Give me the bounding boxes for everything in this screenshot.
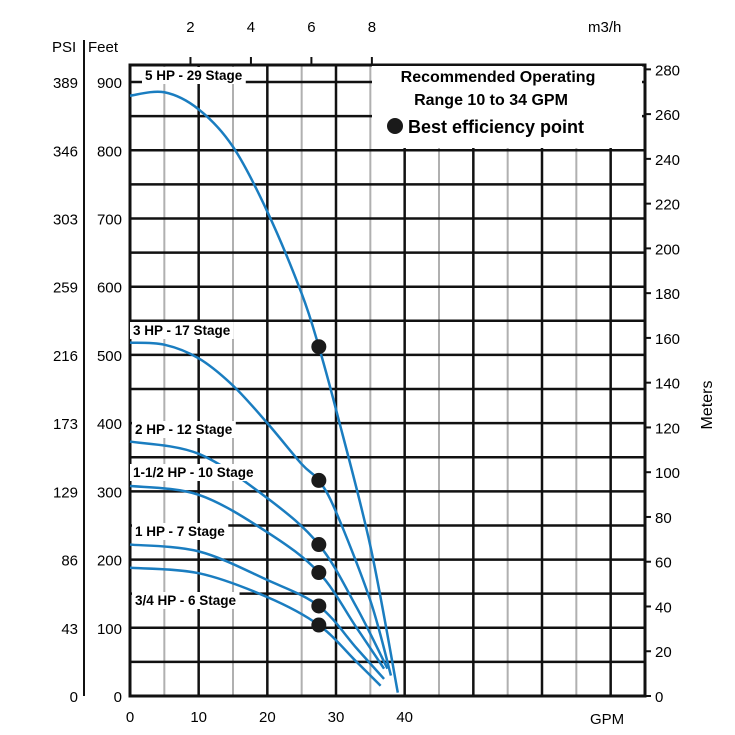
best-efficiency-point bbox=[311, 617, 327, 633]
feet-tick-label: 100 bbox=[97, 621, 122, 638]
best-efficiency-point bbox=[311, 598, 327, 614]
meter-tick-label: 40 bbox=[655, 599, 672, 616]
meter-tick-label: 180 bbox=[655, 286, 680, 303]
feet-tick-label: 800 bbox=[97, 143, 122, 160]
curve-label: 5 HP - 29 Stage bbox=[145, 68, 243, 83]
psi-axis-label: PSI bbox=[52, 39, 76, 56]
x-axis-label: GPM bbox=[590, 711, 624, 728]
curve-label: 1 HP - 7 Stage bbox=[135, 524, 225, 539]
meter-tick-label: 280 bbox=[655, 62, 680, 79]
best-efficiency-point bbox=[311, 339, 327, 355]
legend-marker-label: Best efficiency point bbox=[408, 117, 584, 137]
top-tick-label: 2 bbox=[186, 19, 194, 36]
feet-tick-label: 0 bbox=[114, 689, 122, 706]
curve-label: 3/4 HP - 6 Stage bbox=[135, 593, 237, 608]
curve-label: 1-1/2 HP - 10 Stage bbox=[133, 465, 254, 480]
x-tick-label: 30 bbox=[328, 709, 345, 726]
psi-tick-label: 43 bbox=[61, 621, 78, 638]
pump-curve bbox=[129, 90, 400, 693]
psi-tick-label: 173 bbox=[53, 416, 78, 433]
psi-tick-label: 86 bbox=[61, 553, 78, 570]
feet-tick-label: 200 bbox=[97, 553, 122, 570]
psi-tick-label: 0 bbox=[70, 689, 78, 706]
x-tick-label: 0 bbox=[126, 709, 134, 726]
plot-border bbox=[128, 63, 647, 698]
feet-tick-label: 400 bbox=[97, 416, 122, 433]
x-tick-label: 40 bbox=[396, 709, 413, 726]
meter-tick-label: 20 bbox=[655, 644, 672, 661]
meter-tick-label: 220 bbox=[655, 197, 680, 214]
psi-tick-label: 303 bbox=[53, 211, 78, 228]
legend-title-line1: Recommended Operating bbox=[401, 69, 596, 86]
psi-tick-label: 216 bbox=[53, 348, 78, 365]
pump-curve bbox=[129, 484, 386, 670]
psi-tick-label: 346 bbox=[53, 143, 78, 160]
curve-label-bg bbox=[132, 592, 240, 609]
psi-tick-label: 129 bbox=[53, 484, 78, 501]
feet-tick-label: 600 bbox=[97, 280, 122, 297]
pump-curve bbox=[129, 341, 393, 676]
best-efficiency-point bbox=[311, 565, 327, 581]
best-efficiency-point bbox=[311, 537, 327, 553]
feet-tick-label: 300 bbox=[97, 484, 122, 501]
legend: Recommended Operating Range 10 to 34 GPM… bbox=[372, 66, 642, 148]
legend-title-line2: Range 10 to 34 GPM bbox=[414, 92, 568, 109]
feet-axis-label: Feet bbox=[88, 39, 119, 56]
x-tick-label: 20 bbox=[259, 709, 276, 726]
top-tick-label: 4 bbox=[247, 19, 255, 36]
pump-curve bbox=[129, 543, 385, 680]
feet-tick-label: 700 bbox=[97, 211, 122, 228]
curve-label-bg bbox=[132, 421, 236, 438]
pump-curve bbox=[129, 566, 382, 687]
curve-label-bg bbox=[142, 67, 246, 84]
meter-tick-label: 0 bbox=[655, 689, 663, 706]
meter-tick-label: 200 bbox=[655, 241, 680, 258]
legend-marker-icon bbox=[387, 118, 403, 134]
x-tick-label: 10 bbox=[190, 709, 207, 726]
best-efficiency-point bbox=[311, 472, 327, 488]
curve-label: 2 HP - 12 Stage bbox=[135, 422, 233, 437]
meter-tick-label: 60 bbox=[655, 555, 672, 572]
legend-box bbox=[372, 66, 642, 148]
meters-axis-label: Meters bbox=[699, 381, 716, 430]
meter-tick-label: 120 bbox=[655, 420, 680, 437]
meter-tick-label: 100 bbox=[655, 465, 680, 482]
meter-tick-label: 240 bbox=[655, 152, 680, 169]
feet-tick-label: 900 bbox=[97, 75, 122, 92]
curve-label-bg bbox=[132, 523, 229, 540]
top-axis-label: m3/h bbox=[588, 19, 621, 36]
meter-tick-label: 160 bbox=[655, 331, 680, 348]
top-tick-label: 8 bbox=[368, 19, 376, 36]
meter-tick-label: 260 bbox=[655, 107, 680, 124]
psi-tick-label: 259 bbox=[53, 280, 78, 297]
psi-tick-label: 389 bbox=[53, 75, 78, 92]
curve-label-bg bbox=[130, 464, 258, 481]
feet-tick-label: 500 bbox=[97, 348, 122, 365]
curve-label-bg bbox=[130, 322, 234, 339]
meter-tick-label: 80 bbox=[655, 510, 672, 527]
pump-curve bbox=[129, 440, 389, 670]
meter-tick-label: 140 bbox=[655, 376, 680, 393]
top-tick-label: 6 bbox=[307, 19, 315, 36]
curve-label: 3 HP - 17 Stage bbox=[133, 323, 231, 338]
